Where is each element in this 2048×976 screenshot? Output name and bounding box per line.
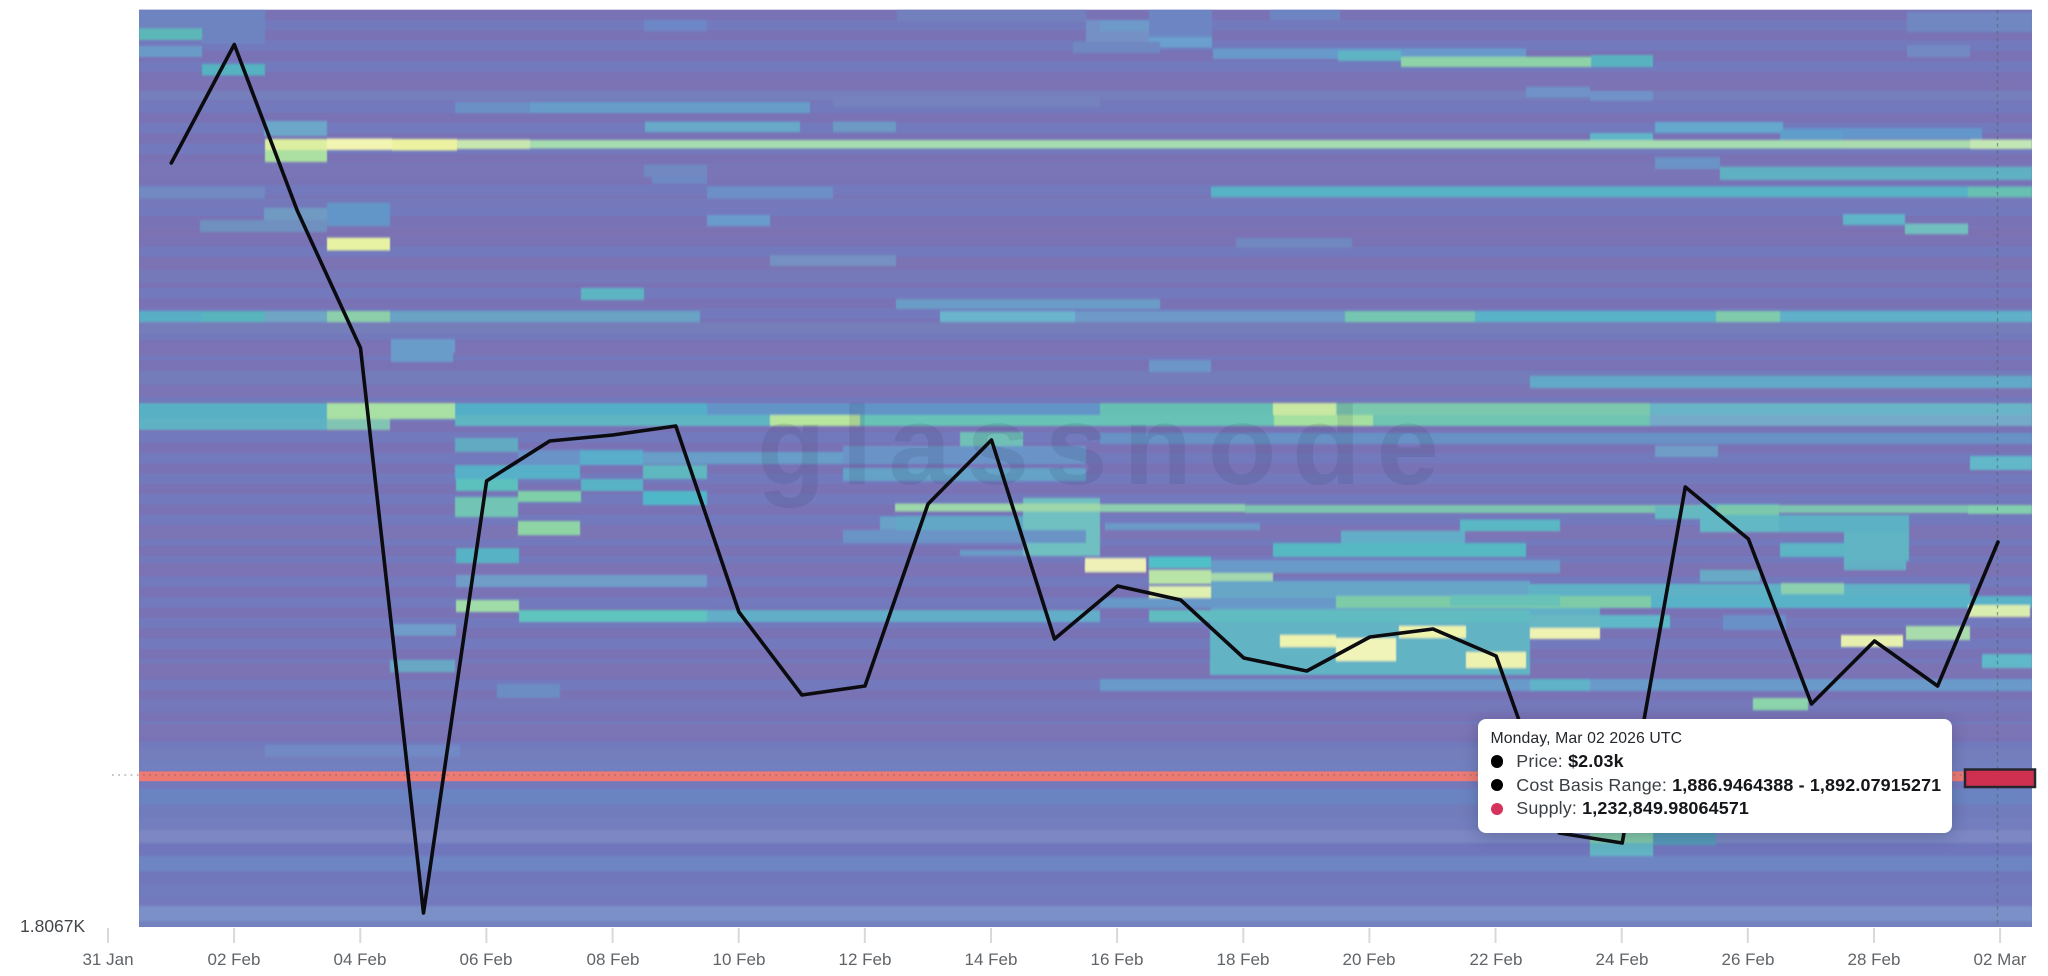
- svg-text:glassnode: glassnode: [757, 383, 1455, 508]
